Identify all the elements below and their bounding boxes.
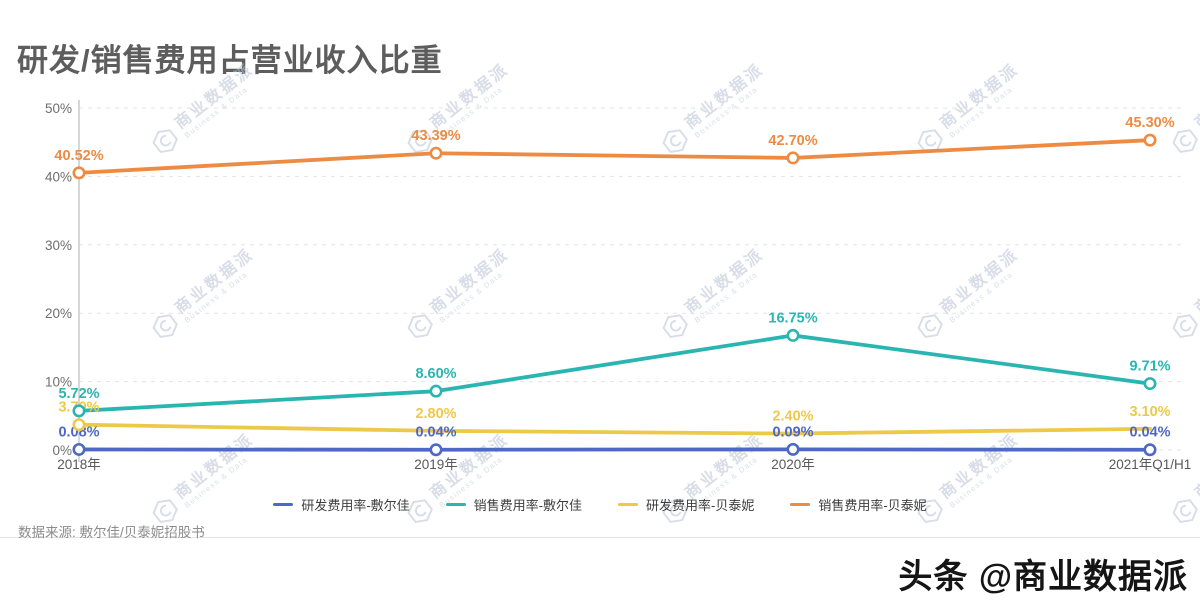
legend-dash-icon <box>618 502 638 507</box>
data-label: 0.04% <box>415 425 456 441</box>
data-label: 5.72% <box>58 386 99 402</box>
y-tick-label: 30% <box>45 238 72 253</box>
legend-label: 销售费用率-敷尔佳 <box>473 498 582 513</box>
data-label: 9.71% <box>1129 359 1170 375</box>
data-point-marker <box>429 384 443 398</box>
x-tick-label: 2018年 <box>57 457 101 472</box>
data-label: 0.09% <box>772 424 813 440</box>
data-label: 2.40% <box>772 409 813 425</box>
data-label: 0.08% <box>58 424 99 440</box>
data-label: 16.75% <box>768 310 817 326</box>
data-point-marker <box>429 443 443 457</box>
legend: 研发费用率-敷尔佳 销售费用率-敷尔佳 研发费用率-贝泰妮 销售费用率-贝泰妮 <box>0 495 1200 514</box>
series-line-2 <box>77 422 1152 436</box>
data-label: 2.80% <box>415 406 456 422</box>
data-label: 43.39% <box>411 128 460 144</box>
legend-label: 研发费用率-敷尔佳 <box>301 498 410 513</box>
y-tick-label: 50% <box>45 101 72 116</box>
data-point-marker <box>72 418 86 432</box>
legend-dash-icon <box>790 502 811 507</box>
x-tick-label: 2021年Q1/H1 <box>1109 457 1192 472</box>
legend-label: 研发费用率-贝泰妮 <box>646 498 755 513</box>
y-tick-label: 20% <box>45 306 72 321</box>
data-label: 0.04% <box>1129 425 1170 441</box>
data-point-marker <box>1143 133 1157 147</box>
legend-item: 销售费用率-敷尔佳 <box>445 495 582 514</box>
data-point-marker <box>72 404 86 418</box>
data-point-marker <box>429 146 443 160</box>
data-label: 42.70% <box>768 133 817 149</box>
divider-line <box>0 537 1200 538</box>
page-title: 研发/销售费用占营业收入比重 <box>17 42 443 78</box>
series-line-3 <box>77 138 1152 175</box>
data-point-marker <box>72 166 86 180</box>
legend-item: 销售费用率-贝泰妮 <box>790 495 927 514</box>
legend-item: 研发费用率-敷尔佳 <box>273 495 410 514</box>
data-point-marker <box>786 151 800 165</box>
legend-dash-icon <box>273 502 294 507</box>
data-label: 3.10% <box>1129 404 1170 420</box>
data-source-note: 数据来源: 敷尔佳/贝泰妮招股书 <box>18 525 205 540</box>
legend-dash-icon <box>445 502 466 507</box>
legend-item: 研发费用率-贝泰妮 <box>618 495 754 514</box>
data-label: 40.52% <box>54 148 103 164</box>
series-line-1 <box>77 333 1152 413</box>
x-tick-label: 2019年 <box>414 457 458 472</box>
legend-label: 销售费用率-贝泰妮 <box>818 498 927 513</box>
brand-watermark: 头条 @商业数据派 <box>898 558 1188 596</box>
y-tick-label: 10% <box>45 375 72 390</box>
data-point-marker <box>786 442 800 456</box>
data-point-marker <box>786 328 800 342</box>
y-tick-label: 0% <box>52 443 72 458</box>
x-tick-label: 2020年 <box>771 457 815 472</box>
data-label: 8.60% <box>415 366 456 382</box>
data-point-marker <box>1143 443 1157 457</box>
data-point-marker <box>72 442 86 456</box>
y-tick-label: 40% <box>45 169 72 184</box>
data-label: 45.30% <box>1125 115 1174 131</box>
data-point-marker <box>1143 377 1157 391</box>
